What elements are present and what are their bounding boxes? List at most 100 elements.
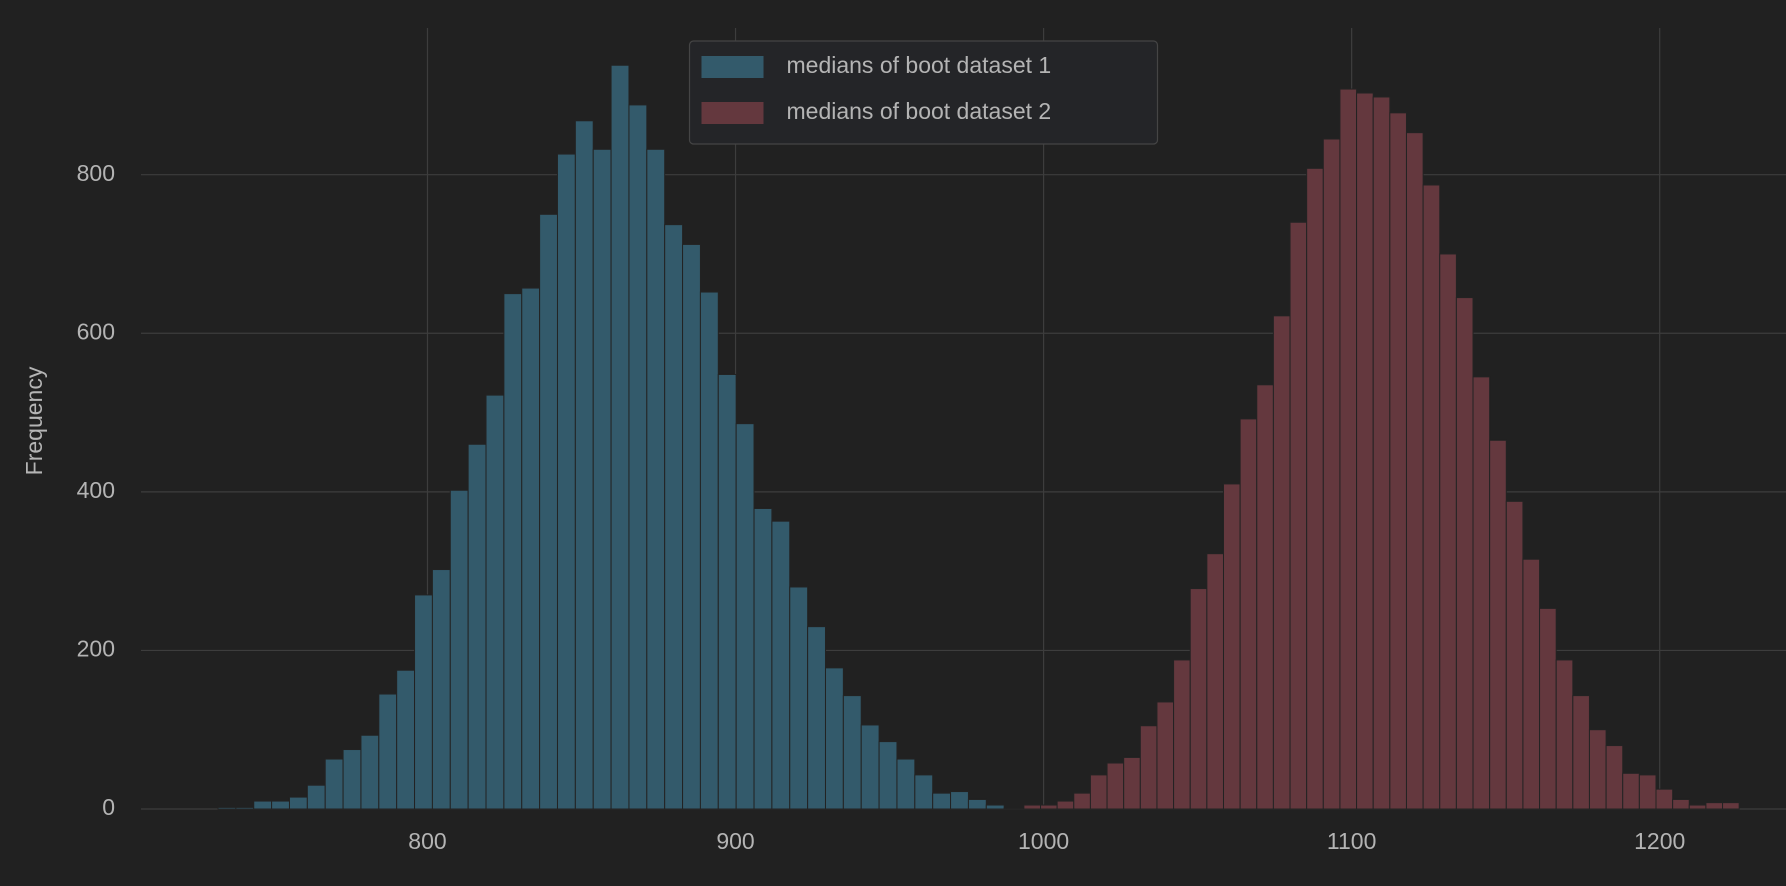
histogram-bar [1705,802,1724,810]
histogram-bar [1206,553,1224,810]
histogram-bar [735,423,755,810]
histogram-bar [753,507,773,810]
legend-swatch [701,102,764,124]
y-tick-label: 0 [102,794,115,820]
histogram-bar [1522,558,1541,810]
histogram-bar [1655,788,1674,810]
histogram-bar [878,741,898,810]
histogram-bar [824,667,844,810]
histogram-bar [378,693,398,810]
histogram-bar [360,734,380,810]
histogram-bar [789,586,809,810]
histogram-bar [1023,804,1042,810]
histogram-bar [592,148,612,810]
x-tick-label: 1200 [1634,828,1685,854]
histogram-bar [1256,384,1274,810]
histogram-bar [1372,96,1391,810]
histogram-bar [610,64,630,810]
histogram-bar [932,792,952,810]
histogram-bar [1222,483,1241,810]
histogram-bar [1405,132,1424,810]
x-tick-label: 1100 [1327,828,1376,854]
histogram-bar [1040,804,1058,810]
histogram-bar [1672,798,1690,810]
histogram-bar [217,806,237,810]
y-axis-label: Frequency [21,366,47,475]
histogram-bar [717,373,737,810]
histogram-bar [967,798,987,810]
histogram-bar [807,626,826,810]
histogram-bar [985,804,1005,810]
legend-swatch [701,56,764,78]
histogram-bar [1173,659,1191,810]
legend-label: medians of boot dataset 1 [787,52,1052,78]
histogram-bar [1572,695,1590,810]
histogram-bar [271,800,290,810]
x-tick-label: 1000 [1018,828,1069,854]
histogram-bar [1272,315,1291,810]
histogram-bar [1306,167,1324,810]
histogram-bar [1439,253,1457,810]
x-tick-label: 900 [716,828,754,854]
histogram-bar [521,287,541,810]
histogram-bar [682,243,701,810]
histogram-bar [664,224,684,810]
histogram-bar [1073,792,1091,810]
histogram-bar [699,291,719,810]
histogram-bar [1106,762,1125,810]
histogram-bar [842,695,862,810]
histogram-bar [1722,802,1740,810]
legend-label: medians of boot dataset 2 [787,98,1052,124]
histogram-bar [467,443,487,810]
histogram-bar [1638,774,1657,810]
histogram-bar [914,774,934,810]
histogram-bar [1056,800,1075,810]
histogram-bar [1239,418,1258,810]
histogram-bar [306,784,326,810]
y-tick-label: 400 [77,477,115,503]
histogram-bar [396,669,416,810]
histogram-bar [896,758,916,810]
y-tick-label: 200 [77,635,115,661]
histogram-bar [771,520,791,810]
histogram-bar [288,796,308,810]
histogram-bar [950,791,969,810]
histogram-bar [1505,500,1524,810]
histogram-bar [1455,297,1474,810]
legend-box [688,40,1159,145]
histogram-bar [414,594,433,810]
histogram-bar [449,489,469,810]
histogram-bar [1489,439,1507,810]
y-tick-label: 800 [77,160,115,186]
histogram-bar [1339,88,1358,810]
histogram-bar [1139,725,1158,810]
histogram-bar [503,293,523,810]
histogram-bar [1189,588,1208,810]
histogram-bar [1555,659,1574,810]
y-tick-label: 600 [77,318,115,344]
histogram-bar [1622,772,1640,810]
histogram-bar [1156,701,1175,810]
histogram-bar [431,569,451,810]
histogram-bar [253,800,273,810]
histogram-bar [539,213,558,810]
histogram-bar [1422,184,1441,810]
histogram-bar [646,148,666,810]
histogram-bar [1322,138,1341,810]
histogram-bar [1089,774,1108,810]
legend: medians of boot dataset 1 medians of boot… [688,40,1159,145]
x-tick-label: 800 [408,828,446,854]
histogram-bar [1289,221,1308,810]
histogram-bar [324,758,344,810]
histogram-bar [342,749,362,810]
histogram-bar [860,724,880,810]
histogram-bar [628,104,648,810]
histogram-bar [1539,607,1557,810]
histogram-bar [1389,112,1407,810]
histogram-bar [574,120,594,810]
histogram-bar [1588,729,1607,810]
histogram-bar [556,153,576,810]
histogram-bar [1605,745,1624,810]
histogram-bar [1123,756,1141,810]
